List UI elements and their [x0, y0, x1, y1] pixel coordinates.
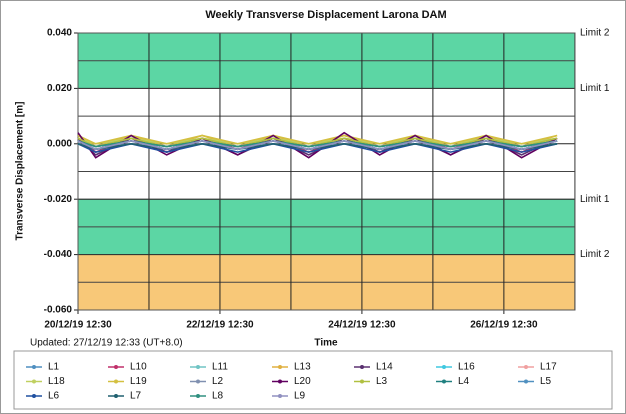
legend-label: L2 — [212, 376, 224, 387]
x-tick-label: 20/12/19 12:30 — [44, 320, 112, 331]
legend-marker — [524, 365, 528, 369]
series-line — [77, 142, 558, 153]
x-tick-label: 22/12/19 12:30 — [186, 320, 254, 331]
y-tick-label: -0.040 — [44, 249, 73, 260]
legend-marker — [32, 365, 36, 369]
series-line — [77, 140, 558, 148]
legend-label: L5 — [540, 376, 552, 387]
legend-label: L6 — [48, 391, 60, 402]
y-tick-label: -0.020 — [44, 194, 73, 205]
series-line — [77, 134, 558, 145]
legend-marker — [196, 379, 200, 384]
plot-border — [77, 32, 576, 311]
y-axis-label: Transverse Displacement [m] — [15, 102, 26, 241]
legend-label: L17 — [540, 362, 557, 373]
legend-label: L8 — [212, 391, 224, 402]
legend-label: L7 — [130, 391, 142, 402]
legend-marker — [442, 365, 446, 369]
legend-marker — [196, 365, 200, 369]
legend-label: L13 — [294, 362, 311, 373]
limit-label: Limit 1 — [580, 194, 610, 205]
limit-label: Limit 2 — [580, 249, 610, 260]
y-tick-label: 0.040 — [47, 28, 72, 39]
legend-marker — [114, 365, 118, 369]
y-tick-label: -0.060 — [44, 305, 73, 316]
legend-marker — [114, 394, 118, 398]
y-tick-label: 0.000 — [47, 138, 72, 149]
legend-marker — [442, 379, 446, 384]
x-axis-label: Time — [314, 338, 338, 349]
legend-label: L20 — [294, 376, 311, 387]
legend-marker — [278, 379, 282, 384]
legend-marker — [32, 379, 36, 384]
legend-label: L18 — [48, 376, 65, 387]
legend-marker — [360, 365, 364, 369]
legend-marker — [524, 379, 528, 384]
legend-marker — [32, 394, 36, 398]
legend-marker — [278, 365, 282, 369]
x-tick-label: 26/12/19 12:30 — [470, 320, 538, 331]
legend-marker — [114, 379, 118, 384]
legend-label: L9 — [294, 391, 306, 402]
legend-marker — [360, 379, 364, 384]
x-tick-label: 24/12/19 12:30 — [328, 320, 396, 331]
legend-label: L4 — [458, 376, 470, 387]
chart-title: Weekly Transverse Displacement Larona DA… — [205, 9, 446, 21]
series-line — [77, 131, 558, 159]
legend-label: L3 — [376, 376, 388, 387]
legend-label: L10 — [130, 362, 147, 373]
legend-label: L11 — [212, 362, 228, 373]
series-line — [77, 140, 558, 151]
update-note: Updated: 27/12/19 12:33 (UT+8.0) — [30, 338, 183, 349]
legend-label: L14 — [376, 362, 393, 373]
legend-label: L19 — [130, 376, 147, 387]
y-tick-label: 0.020 — [47, 83, 72, 94]
legend-label: L16 — [458, 362, 475, 373]
legend-box — [13, 350, 613, 410]
legend-marker — [278, 394, 282, 398]
limit-label: Limit 1 — [580, 83, 610, 94]
legend-marker — [196, 394, 200, 398]
limit-label: Limit 2 — [580, 28, 610, 39]
legend-label: L1 — [48, 362, 60, 373]
